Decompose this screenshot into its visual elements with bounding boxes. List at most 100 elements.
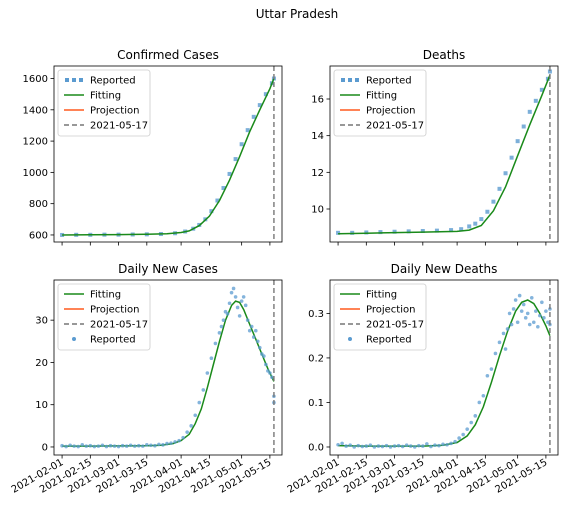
reported-point xyxy=(233,295,238,299)
reported-point xyxy=(529,296,534,300)
reported-point xyxy=(108,443,113,448)
reported-point xyxy=(112,444,117,448)
reported-point xyxy=(503,347,508,351)
legend-label: Projection xyxy=(90,305,139,316)
reported-point xyxy=(68,443,72,448)
reported-point xyxy=(84,444,89,448)
reported-point xyxy=(157,442,161,447)
reported-point xyxy=(467,224,472,229)
reported-point xyxy=(493,351,498,356)
reported-point xyxy=(505,327,510,331)
reported-point xyxy=(515,139,520,144)
reported-point xyxy=(491,199,496,204)
reported-point xyxy=(116,444,121,449)
reported-point xyxy=(533,98,538,103)
reported-point xyxy=(185,430,189,434)
legend-handle-reported xyxy=(79,78,83,82)
reported-point xyxy=(153,443,157,448)
reported-point xyxy=(473,414,478,418)
reported-point xyxy=(205,371,210,375)
reported-point xyxy=(245,128,250,133)
reported-point xyxy=(527,322,532,327)
reported-point xyxy=(340,441,344,446)
reported-point xyxy=(181,435,185,440)
legend-label: Projection xyxy=(90,106,139,117)
reported-point xyxy=(209,209,214,214)
reported-point xyxy=(513,298,518,302)
reported-point xyxy=(251,114,256,119)
reported-point xyxy=(388,445,393,449)
reported-point xyxy=(396,443,401,448)
reported-point xyxy=(100,443,105,448)
legend-label: Fitting xyxy=(90,91,121,102)
reported-point xyxy=(344,444,348,448)
y-tick-label: 1400 xyxy=(23,105,48,116)
reported-point xyxy=(406,229,411,234)
reported-point xyxy=(416,443,421,448)
legend: Fitting Projection 2021-05-17 Reported xyxy=(333,283,427,351)
legend: Fitting Projection 2021-05-17 Reported xyxy=(57,283,151,351)
reported-point xyxy=(473,221,478,226)
reported-point xyxy=(503,171,508,176)
reported-point xyxy=(231,286,236,291)
y-tick-label: 30 xyxy=(35,316,48,327)
y-tick-label: 20 xyxy=(35,358,48,369)
legend-label: 2021-05-17 xyxy=(366,320,424,331)
reported-point xyxy=(215,198,220,203)
figure-suptitle: Uttar Pradesh xyxy=(256,7,338,21)
reported-point xyxy=(534,309,538,313)
reported-point xyxy=(461,432,465,437)
reported-point xyxy=(521,124,526,129)
legend-label: Projection xyxy=(366,106,415,117)
reported-point xyxy=(368,443,373,448)
reported-point xyxy=(392,229,397,234)
reported-point xyxy=(509,155,514,160)
reported-point xyxy=(247,328,252,333)
reported-point xyxy=(372,445,377,449)
reported-point xyxy=(364,444,369,448)
reported-point xyxy=(525,311,530,316)
reported-point xyxy=(433,443,437,448)
reported-point xyxy=(245,318,250,322)
reported-point xyxy=(161,443,165,447)
reported-point xyxy=(531,320,536,325)
y-tick-label: 600 xyxy=(29,230,48,241)
reported-point xyxy=(149,443,153,448)
fitting-line xyxy=(338,74,551,235)
reported-point xyxy=(547,69,552,74)
reported-point xyxy=(249,324,254,329)
y-tick-label: 0.2 xyxy=(308,353,324,364)
reported-point xyxy=(400,444,405,449)
reported-point xyxy=(80,443,85,447)
reported-point xyxy=(527,109,532,114)
plot-area xyxy=(60,280,276,455)
reported-point xyxy=(392,444,397,448)
reported-point xyxy=(519,309,524,313)
y-tick-label: 1000 xyxy=(23,168,48,179)
reported-point xyxy=(376,444,381,448)
reported-point xyxy=(251,335,256,339)
y-tick-label: 0.3 xyxy=(308,309,324,320)
reported-point xyxy=(542,316,546,320)
panel-1: Confirmed Cases 600 800 1000 1200 1400 1600 Rep… xyxy=(23,48,283,246)
y-tick-label: 12 xyxy=(311,168,324,179)
reported-point xyxy=(509,322,514,327)
reported-point xyxy=(434,228,439,233)
reported-point xyxy=(253,328,258,333)
axes-frame xyxy=(53,279,283,456)
legend-label: Fitting xyxy=(366,91,397,102)
reported-point xyxy=(540,300,544,305)
reported-point xyxy=(437,443,441,448)
reported-point xyxy=(429,444,433,449)
y-tick-label: 1200 xyxy=(23,137,48,148)
legend-label: Projection xyxy=(366,305,415,316)
reported-point xyxy=(544,309,548,313)
reported-point xyxy=(485,209,490,214)
reported-point xyxy=(217,331,222,335)
reported-point xyxy=(257,103,262,108)
panel-title: Confirmed Cases xyxy=(117,48,219,62)
panel-title: Daily New Cases xyxy=(118,262,218,276)
reported-point xyxy=(479,217,484,222)
reported-point xyxy=(213,341,218,346)
plot-area xyxy=(60,66,276,242)
